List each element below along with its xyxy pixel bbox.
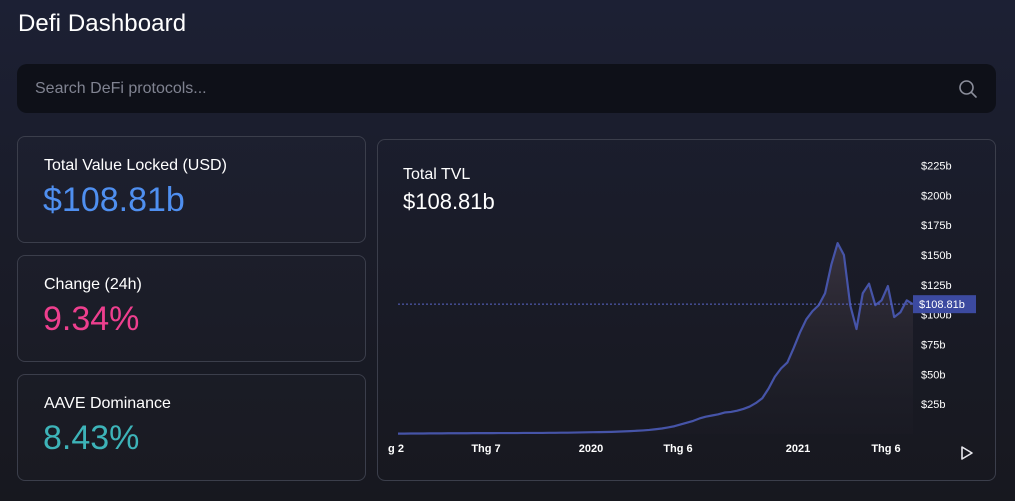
x-tick-label: 2020 [579, 443, 603, 455]
x-tick-label: Thg 7 [471, 443, 500, 455]
current-value-tag-label: $108.81b [919, 299, 965, 311]
chart-title: Total TVL [403, 166, 471, 183]
tvl-area [398, 243, 913, 434]
x-tick-label: Thg 6 [871, 443, 900, 455]
y-tick-label: $150b [921, 250, 952, 262]
dominance-label: AAVE Dominance [44, 395, 171, 412]
change-label: Change (24h) [44, 276, 142, 293]
y-tick-label: $125b [921, 280, 952, 292]
x-tick-label: 2021 [786, 443, 810, 455]
play-icon[interactable] [960, 445, 974, 461]
change-card: Change (24h) 9.34% [17, 255, 366, 362]
x-tick-label: g 2 [388, 443, 404, 455]
dominance-card: AAVE Dominance 8.43% [17, 374, 366, 481]
current-value-tag-bg [913, 295, 976, 314]
search-bar [17, 64, 996, 113]
current-value-tag: $108.81b [913, 295, 976, 314]
y-tick-label: $25b [921, 399, 945, 411]
x-tick-label: Thg 6 [663, 443, 692, 455]
dominance-value: 8.43% [43, 419, 140, 457]
search-input[interactable] [17, 64, 917, 113]
chart-current-value: $108.81b [403, 189, 495, 214]
tvl-value: $108.81b [43, 181, 185, 219]
change-value: 9.34% [43, 300, 140, 338]
tvl-card: Total Value Locked (USD) $108.81b [17, 136, 366, 243]
tvl-area-chart[interactable]: $225b$200b$175b$150b$125b$100b$75b$50b$2… [378, 140, 996, 481]
y-tick-label: $225b [921, 161, 952, 173]
y-tick-label: $175b [921, 220, 952, 232]
tvl-line [397, 242, 914, 435]
tvl-label: Total Value Locked (USD) [44, 157, 227, 174]
tvl-chart-panel: Total TVL $108.81b $225b $200b $175b $150b $… [377, 139, 996, 481]
y-tick-label: $75b [921, 340, 945, 352]
page-title: Defi Dashboard [18, 10, 187, 37]
y-tick-label: $200b [921, 190, 952, 202]
search-icon[interactable] [958, 79, 978, 99]
y-tick-label: $50b [921, 369, 945, 381]
